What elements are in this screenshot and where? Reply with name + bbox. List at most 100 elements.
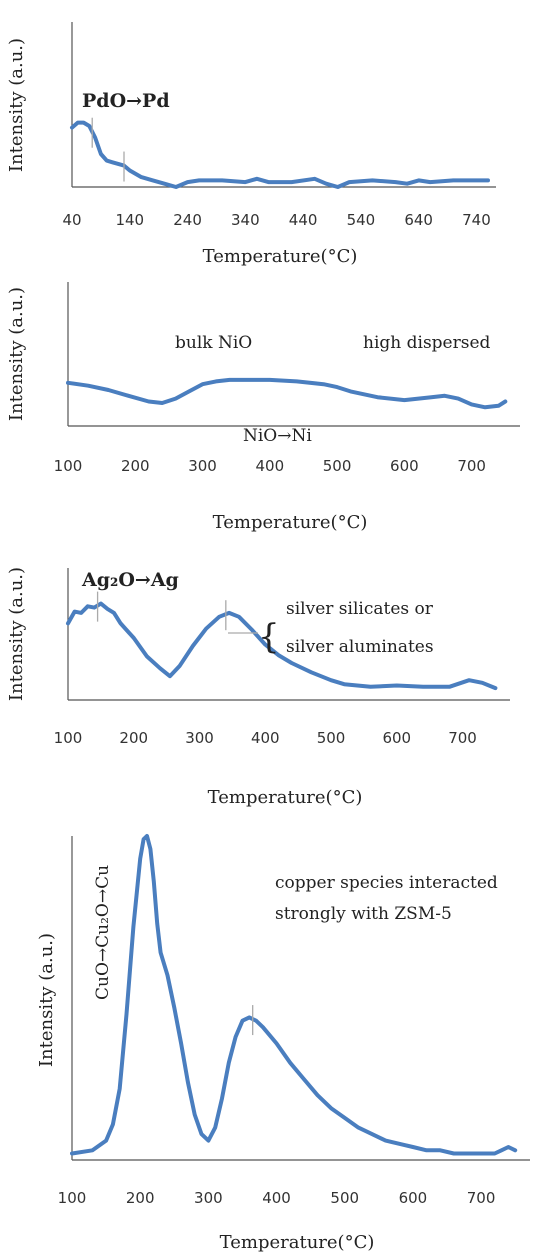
x-tick-label: 200 [121, 457, 150, 475]
y-axis-label: Intensity (a.u.) [6, 38, 27, 172]
data-point [503, 400, 507, 403]
data-point [204, 627, 208, 631]
data-point [513, 1148, 517, 1152]
x-tick-label: 240 [173, 211, 202, 229]
data-point [106, 388, 110, 392]
x-tick-label: 40 [62, 211, 81, 229]
chart-panel-1: Intensity (a.u.) 40 140 240 340 440 540 640 740 T… [6, 22, 496, 267]
data-point [174, 185, 178, 189]
x-tick-label: 600 [399, 1189, 428, 1207]
data-point [168, 674, 172, 678]
data-point [139, 175, 143, 179]
data-point [316, 1093, 319, 1097]
data-point [276, 653, 280, 657]
data-point [178, 664, 182, 668]
data-point [206, 1139, 210, 1143]
x-tick-label: 100 [58, 1189, 87, 1207]
x-tick-label: 300 [188, 457, 217, 475]
data-point [336, 185, 340, 189]
data-point [111, 1122, 115, 1126]
brace-icon: { [258, 617, 280, 657]
data-point [201, 382, 204, 386]
data-point [470, 402, 474, 406]
annotation-label: silver aluminates [286, 637, 434, 657]
data-point [343, 1116, 347, 1120]
data-point [417, 178, 421, 182]
data-point [112, 611, 116, 615]
x-tick-label: 500 [330, 1189, 359, 1207]
data-point [70, 1152, 74, 1155]
data-point [155, 922, 159, 925]
data-point [486, 178, 490, 182]
data-point [349, 389, 352, 393]
annotation-label: NiO→Ni [243, 426, 312, 446]
data-point [466, 1152, 469, 1155]
data-point [197, 178, 201, 182]
data-point [217, 615, 221, 619]
data-point [451, 178, 455, 182]
data-point [186, 180, 190, 184]
x-tick-label: 500 [317, 729, 346, 747]
x-tick-label: 300 [194, 1189, 223, 1207]
data-point [145, 834, 149, 838]
x-tick-label: 500 [323, 457, 352, 475]
data-point [313, 177, 317, 181]
data-point [105, 159, 109, 163]
data-point [116, 162, 120, 166]
x-tick-label: 200 [126, 1189, 155, 1207]
data-point [227, 611, 231, 615]
data-point [147, 400, 151, 403]
data-point [127, 394, 130, 398]
data-point [370, 178, 374, 182]
data-point [237, 615, 241, 619]
y-axis-label: Intensity (a.u.) [6, 287, 27, 421]
data-point [86, 384, 90, 388]
data-point [99, 602, 103, 606]
x-tick-label: 700 [467, 1189, 496, 1207]
data-point [493, 686, 497, 690]
data-point [384, 1139, 388, 1143]
data-point [443, 394, 447, 398]
x-tick-label: 100 [54, 457, 83, 475]
x-tick-label: 600 [382, 729, 411, 747]
data-point [322, 382, 326, 386]
data-point [497, 404, 500, 408]
x-axis-label: Temperature(°C) [208, 787, 363, 808]
data-point [394, 180, 398, 184]
data-point [335, 385, 339, 389]
data-point [191, 644, 195, 648]
data-point [290, 180, 294, 184]
data-point [214, 379, 218, 383]
x-tick-label: 300 [185, 729, 214, 747]
data-point [402, 398, 406, 402]
y-axis-label: Intensity (a.u.) [36, 933, 57, 1067]
data-point [234, 1035, 238, 1039]
y-axis-label: Intensity (a.u.) [6, 567, 27, 701]
data-point [66, 621, 70, 625]
x-tick-label: 440 [289, 211, 318, 229]
x-tick-label: 600 [390, 457, 419, 475]
data-point [474, 178, 478, 182]
data-point [99, 152, 103, 156]
data-point [250, 628, 254, 632]
data-point [411, 1145, 415, 1149]
data-point [91, 1148, 94, 1152]
data-point [254, 1019, 258, 1023]
data-point [73, 610, 77, 614]
data-point [421, 685, 425, 689]
data-point [268, 378, 272, 382]
annotation-label: strongly with ZSM-5 [275, 904, 452, 924]
data-point [467, 678, 471, 682]
data-point [302, 1077, 306, 1081]
data-point [347, 180, 351, 184]
x-tick-label: 200 [119, 729, 148, 747]
annotation-label: copper species interacted [275, 873, 498, 893]
x-tick-label: 400 [251, 729, 280, 747]
x-tick-label: 740 [462, 211, 491, 229]
data-point [376, 395, 379, 399]
data-point [309, 670, 313, 674]
data-point [172, 1006, 176, 1010]
data-point [76, 121, 80, 125]
data-point [452, 1152, 456, 1155]
data-point [186, 1080, 190, 1084]
